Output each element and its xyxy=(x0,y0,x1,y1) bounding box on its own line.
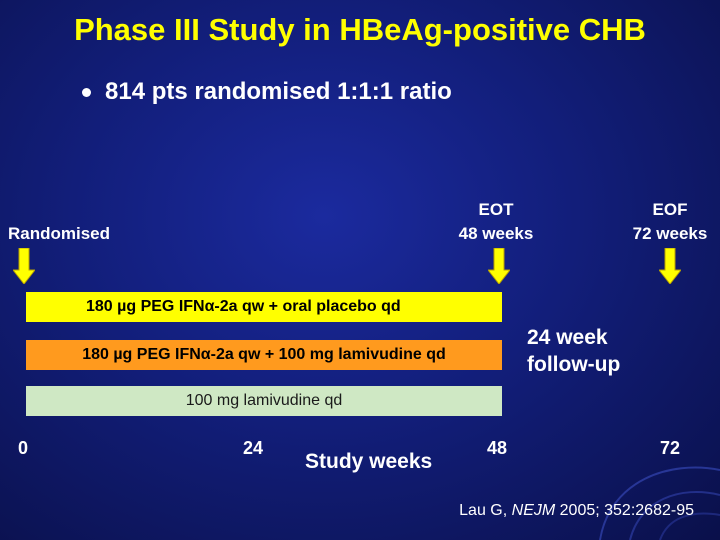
randomised-arrow-icon xyxy=(13,248,35,284)
citation-authors: Lau G, xyxy=(459,502,512,519)
tick-24: 24 xyxy=(243,438,264,458)
citation: Lau G, NEJM 2005; 352:2682-95 xyxy=(459,502,694,520)
arm-bar-peg-lamivudine: 180 µg PEG IFNα-2a qw + 100 mg lamivudin… xyxy=(26,340,502,370)
arm-bar-peg-placebo: 180 µg PEG IFNα-2a qw + oral placebo qd xyxy=(26,292,502,322)
decorative-swirl-icon xyxy=(599,466,720,540)
tick-72: 72 xyxy=(660,438,681,458)
eot-label-line2: 48 weeks xyxy=(458,224,534,243)
randomised-label: Randomised xyxy=(8,224,111,243)
eot-label: EOT 48 weeks xyxy=(446,198,546,246)
tick-48: 48 xyxy=(487,438,508,458)
citation-journal: NEJM xyxy=(511,502,556,519)
eof-label-line1: EOF xyxy=(652,200,688,219)
eot-arrow-icon xyxy=(488,248,510,284)
tick-0: 0 xyxy=(18,438,29,458)
follow-up-label: 24 week follow-up xyxy=(527,324,620,378)
follow-up-line1: 24 week xyxy=(527,326,608,349)
bullet-point: 814 pts randomised 1:1:1 ratio xyxy=(82,78,452,106)
page-title: Phase III Study in HBeAg-positive CHB xyxy=(74,12,646,47)
eof-arrow-icon xyxy=(659,248,681,284)
citation-details: 2005; 352:2682-95 xyxy=(555,502,694,519)
follow-up-line2: follow-up xyxy=(527,353,621,376)
eof-label-line2: 72 weeks xyxy=(632,224,708,243)
bullet-dot-icon xyxy=(82,87,91,97)
eot-label-line1: EOT xyxy=(478,200,514,219)
arm-bar-lamivudine: 100 mg lamivudine qd xyxy=(26,386,502,416)
axis-label: Study weeks xyxy=(305,450,433,473)
bullet-text: 814 pts randomised 1:1:1 ratio xyxy=(105,78,452,105)
eof-label: EOF 72 weeks xyxy=(620,198,720,246)
